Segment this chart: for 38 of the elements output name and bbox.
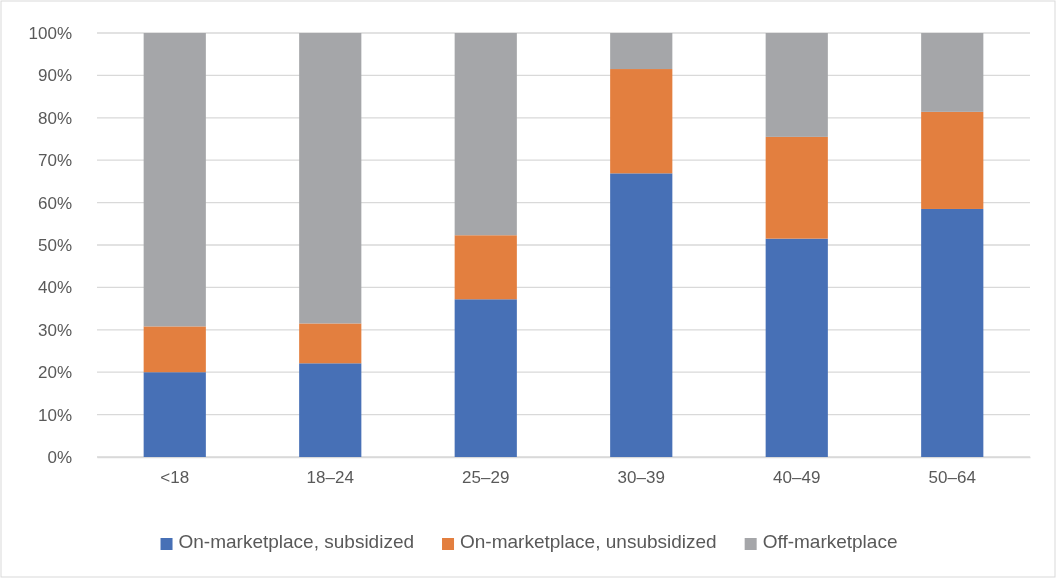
bar <box>765 33 828 137</box>
bar <box>454 33 517 236</box>
x-tick-label: 30–39 <box>617 468 665 488</box>
y-tick-label: 30% <box>37 320 72 340</box>
bar <box>921 33 984 112</box>
bar <box>610 69 673 174</box>
bar <box>921 111 984 209</box>
bar <box>143 33 206 327</box>
bar <box>610 33 673 70</box>
bar <box>454 299 517 457</box>
bar <box>299 33 362 324</box>
x-tick-label: 18–24 <box>306 468 354 488</box>
x-tick-label: 50–64 <box>928 468 976 488</box>
bar <box>765 238 828 457</box>
bar <box>143 326 206 373</box>
y-tick-label: 40% <box>37 278 72 298</box>
y-tick-label: 0% <box>47 447 72 467</box>
x-tick-label: 25–29 <box>462 468 510 488</box>
bar <box>610 173 673 457</box>
y-tick-label: 20% <box>37 363 72 383</box>
y-tick-label: 10% <box>37 405 72 425</box>
bar <box>765 136 828 239</box>
y-tick-label: 80% <box>37 108 72 128</box>
x-tick-label: <18 <box>160 468 190 488</box>
bar <box>921 208 984 457</box>
legend-label: On-marketplace, subsidized <box>178 531 415 552</box>
y-tick-label: 60% <box>37 193 72 213</box>
bar <box>143 372 206 457</box>
y-tick-label: 100% <box>28 23 72 43</box>
bar <box>454 235 517 300</box>
bar <box>299 323 362 364</box>
bar <box>299 363 362 457</box>
y-tick-label: 70% <box>37 151 72 171</box>
y-tick-label: 50% <box>37 235 72 255</box>
y-tick-label: 90% <box>37 66 72 86</box>
legend-label: Off-marketplace <box>762 531 898 552</box>
legend-label: On-marketplace, unsubsidized <box>460 531 717 552</box>
x-tick-label: 40–49 <box>773 468 821 488</box>
